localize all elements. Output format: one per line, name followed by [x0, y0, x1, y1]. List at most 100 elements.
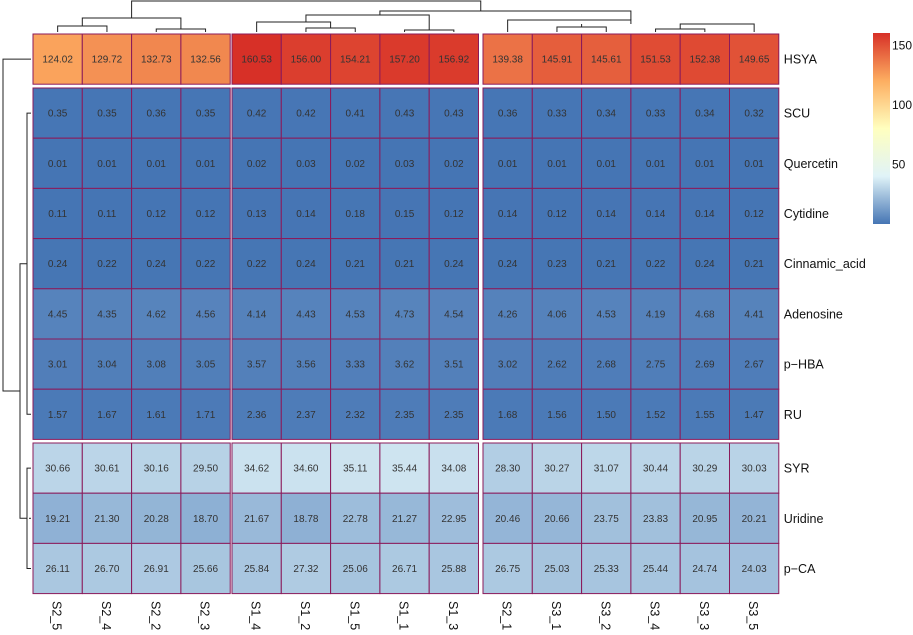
cell-value-label: 139.38	[492, 55, 523, 66]
cell-value-label: 3.57	[247, 360, 267, 371]
heatmap-cell	[729, 33, 780, 85]
heatmap-cell	[482, 542, 533, 595]
cell-value-label: 25.06	[343, 564, 368, 575]
heatmap-cell	[280, 542, 332, 595]
heatmap-cell	[180, 137, 231, 189]
heatmap-cell	[482, 33, 533, 85]
column-dendrogram-branch	[305, 14, 430, 30]
heatmap-cell	[32, 33, 83, 85]
column-label: S1_2	[298, 601, 312, 630]
cell-value-label: 1.55	[695, 410, 715, 421]
cell-value-label: 0.22	[97, 259, 117, 270]
cell-value-label: 31.07	[594, 464, 619, 475]
cell-value-label: 25.84	[244, 564, 269, 575]
cell-value-label: 0.02	[247, 159, 267, 170]
cell-value-label: 34.60	[293, 464, 318, 475]
cell-value-label: 0.21	[744, 259, 764, 270]
cell-value-label: 25.88	[441, 564, 466, 575]
cell-value-label: 3.62	[395, 360, 415, 371]
row-label: HSYA	[784, 53, 818, 67]
heatmap-cell	[679, 33, 731, 85]
heatmap-cell	[330, 137, 381, 189]
row-dendrogram-branch	[19, 263, 27, 519]
cell-value-label: 0.22	[646, 259, 666, 270]
row-label: SYR	[784, 462, 810, 476]
heatmap-cell	[379, 492, 430, 544]
column-dendrogram-branch	[57, 25, 108, 32]
heatmap-cell	[180, 187, 231, 240]
heatmap-cell	[729, 492, 780, 544]
cell-value-label: 4.43	[296, 309, 316, 320]
cell-value-label: 20.46	[495, 514, 520, 525]
cell-value-label: 24.03	[742, 564, 767, 575]
cell-value-label: 0.36	[147, 109, 167, 120]
legend-tick-label: 50	[892, 158, 906, 172]
heatmap-cell	[180, 33, 231, 85]
heatmap-cell	[729, 137, 780, 189]
cell-value-label: 0.01	[97, 159, 117, 170]
cell-value-label: 151.53	[640, 55, 671, 66]
row-label: p−HBA	[784, 358, 825, 372]
cell-value-label: 0.01	[646, 159, 666, 170]
cell-value-label: 35.11	[343, 464, 368, 475]
legend-tick-label: 100	[892, 98, 912, 112]
heatmap-cell	[482, 388, 533, 440]
heatmap-cell	[280, 288, 332, 340]
cell-value-label: 0.24	[444, 259, 464, 270]
cell-value-label: 0.12	[196, 209, 216, 220]
color-legend: 50 100 150	[873, 33, 912, 224]
cell-value-label: 1.50	[597, 410, 617, 421]
column-label: S1_1	[397, 601, 411, 630]
cell-value-label: 3.04	[97, 360, 117, 371]
cell-value-label: 4.56	[196, 309, 216, 320]
cell-value-label: 2.35	[444, 410, 464, 421]
cell-value-label: 0.35	[48, 109, 68, 120]
cell-value-label: 24.74	[692, 564, 717, 575]
cell-value-label: 0.01	[547, 159, 567, 170]
cell-value-label: 3.56	[296, 360, 316, 371]
heatmap-cell	[428, 442, 480, 494]
column-label: S2_3	[198, 601, 212, 630]
cell-value-label: 0.43	[444, 109, 464, 120]
cell-value-label: 4.19	[646, 309, 666, 320]
column-label: S1_4	[249, 601, 263, 630]
cell-value-label: 26.11	[46, 564, 71, 575]
heatmap-cell	[32, 442, 83, 494]
cell-value-label: 23.75	[594, 514, 619, 525]
cell-value-label: 0.11	[48, 209, 67, 220]
heatmap-cell	[280, 33, 332, 85]
cell-value-label: 0.01	[597, 159, 617, 170]
cell-value-label: 4.45	[48, 309, 68, 320]
cell-value-label: 22.78	[343, 514, 368, 525]
cell-value-label: 152.38	[690, 55, 721, 66]
heatmap-cell	[482, 442, 533, 494]
cell-value-label: 30.03	[742, 464, 767, 475]
cell-value-label: 0.43	[395, 109, 415, 120]
cell-value-label: 0.11	[98, 209, 117, 220]
cell-value-label: 19.21	[45, 514, 70, 525]
cell-value-label: 0.32	[744, 109, 764, 120]
cell-value-label: 0.14	[597, 209, 617, 220]
cell-value-label: 2.69	[695, 360, 715, 371]
heatmap-cell	[131, 33, 182, 85]
heatmap-cell	[482, 492, 533, 544]
cell-value-label: 21.67	[244, 514, 269, 525]
column-label: S2_5	[50, 601, 64, 630]
cell-value-label: 25.33	[594, 564, 619, 575]
heatmap-cell	[630, 492, 681, 544]
heatmap-cell	[32, 187, 83, 240]
heatmap-cell	[231, 187, 282, 240]
cell-value-label: 0.03	[395, 159, 415, 170]
cell-value-label: 4.35	[97, 309, 117, 320]
row-label: p−CA	[784, 562, 816, 576]
cell-value-label: 3.08	[147, 360, 167, 371]
heatmap-cell	[729, 388, 780, 440]
cell-value-label: 0.33	[547, 109, 567, 120]
cell-value-label: 0.12	[147, 209, 167, 220]
cell-value-label: 145.61	[591, 55, 622, 66]
cell-value-label: 0.01	[695, 159, 715, 170]
heatmap-cell	[482, 288, 533, 340]
cell-value-label: 129.72	[92, 55, 123, 66]
heatmap-cell	[180, 542, 231, 595]
